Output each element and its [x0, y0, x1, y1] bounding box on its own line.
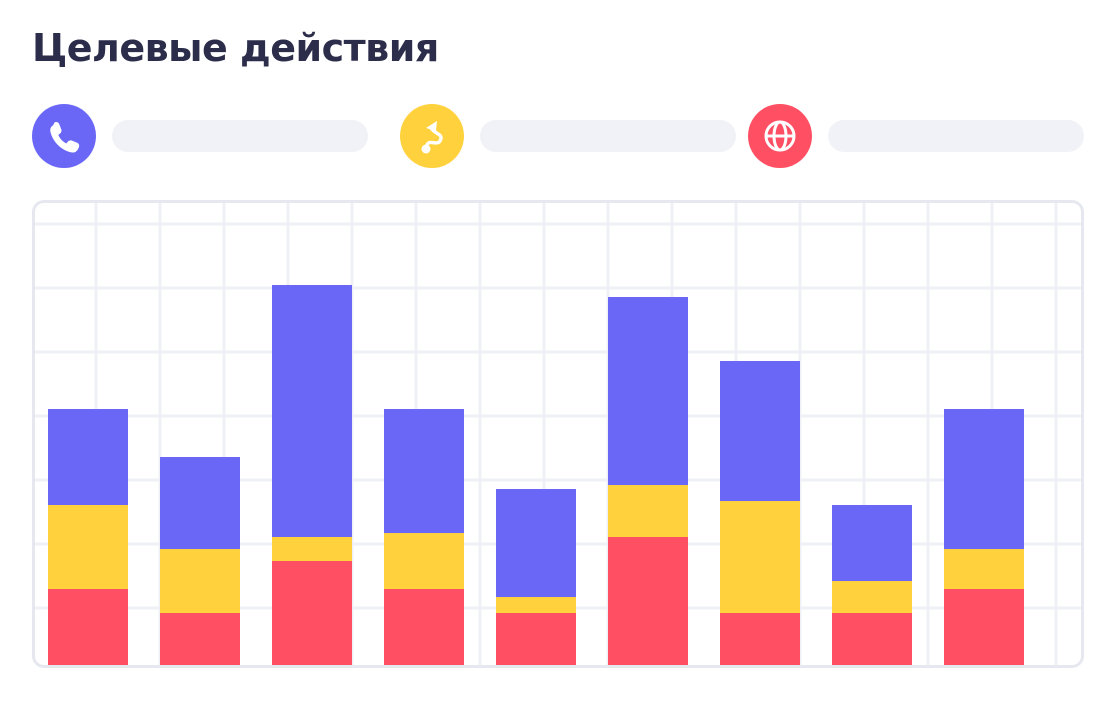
bar-segment-6-1 [608, 537, 688, 665]
chart-legend [32, 104, 1084, 168]
legend-label-placeholder [480, 120, 736, 152]
bar-segment-2-3 [160, 457, 240, 549]
bar-segment-3-1 [272, 561, 352, 665]
bar-segment-4-1 [384, 589, 464, 665]
legend-label-placeholder [828, 120, 1084, 152]
bar-segment-1-1 [48, 589, 128, 665]
legend-label-placeholder [112, 120, 368, 152]
bar-segment-4-3 [384, 409, 464, 533]
bar-segment-3-3 [272, 285, 352, 537]
chart-frame [32, 200, 1084, 668]
bar-segment-6-3 [608, 297, 688, 485]
bar-segment-1-2 [48, 505, 128, 589]
bar-segment-2-2 [160, 549, 240, 613]
bar-segment-8-1 [832, 613, 912, 665]
bar-segment-7-1 [720, 613, 800, 665]
bar-segment-4-2 [384, 533, 464, 589]
bar-segment-6-2 [608, 485, 688, 537]
bar-segment-8-2 [832, 581, 912, 613]
bar-segment-5-3 [496, 489, 576, 597]
bar-segment-2-1 [160, 613, 240, 665]
route-icon [400, 104, 464, 168]
bar-segment-7-3 [720, 361, 800, 501]
bar-segment-1-3 [48, 409, 128, 505]
bar-segment-9-2 [944, 549, 1024, 589]
bar-segment-9-1 [944, 589, 1024, 665]
bar-segment-7-2 [720, 501, 800, 613]
globe-icon [748, 104, 812, 168]
bar-segment-5-1 [496, 613, 576, 665]
bar-segment-8-3 [832, 505, 912, 581]
chart-bars [48, 285, 1024, 665]
bar-segment-3-2 [272, 537, 352, 561]
page-title: Целевые действия [32, 26, 439, 70]
phone-icon [32, 104, 96, 168]
bar-segment-9-3 [944, 409, 1024, 549]
bar-segment-5-2 [496, 597, 576, 613]
stacked-bar-chart [35, 203, 1081, 665]
